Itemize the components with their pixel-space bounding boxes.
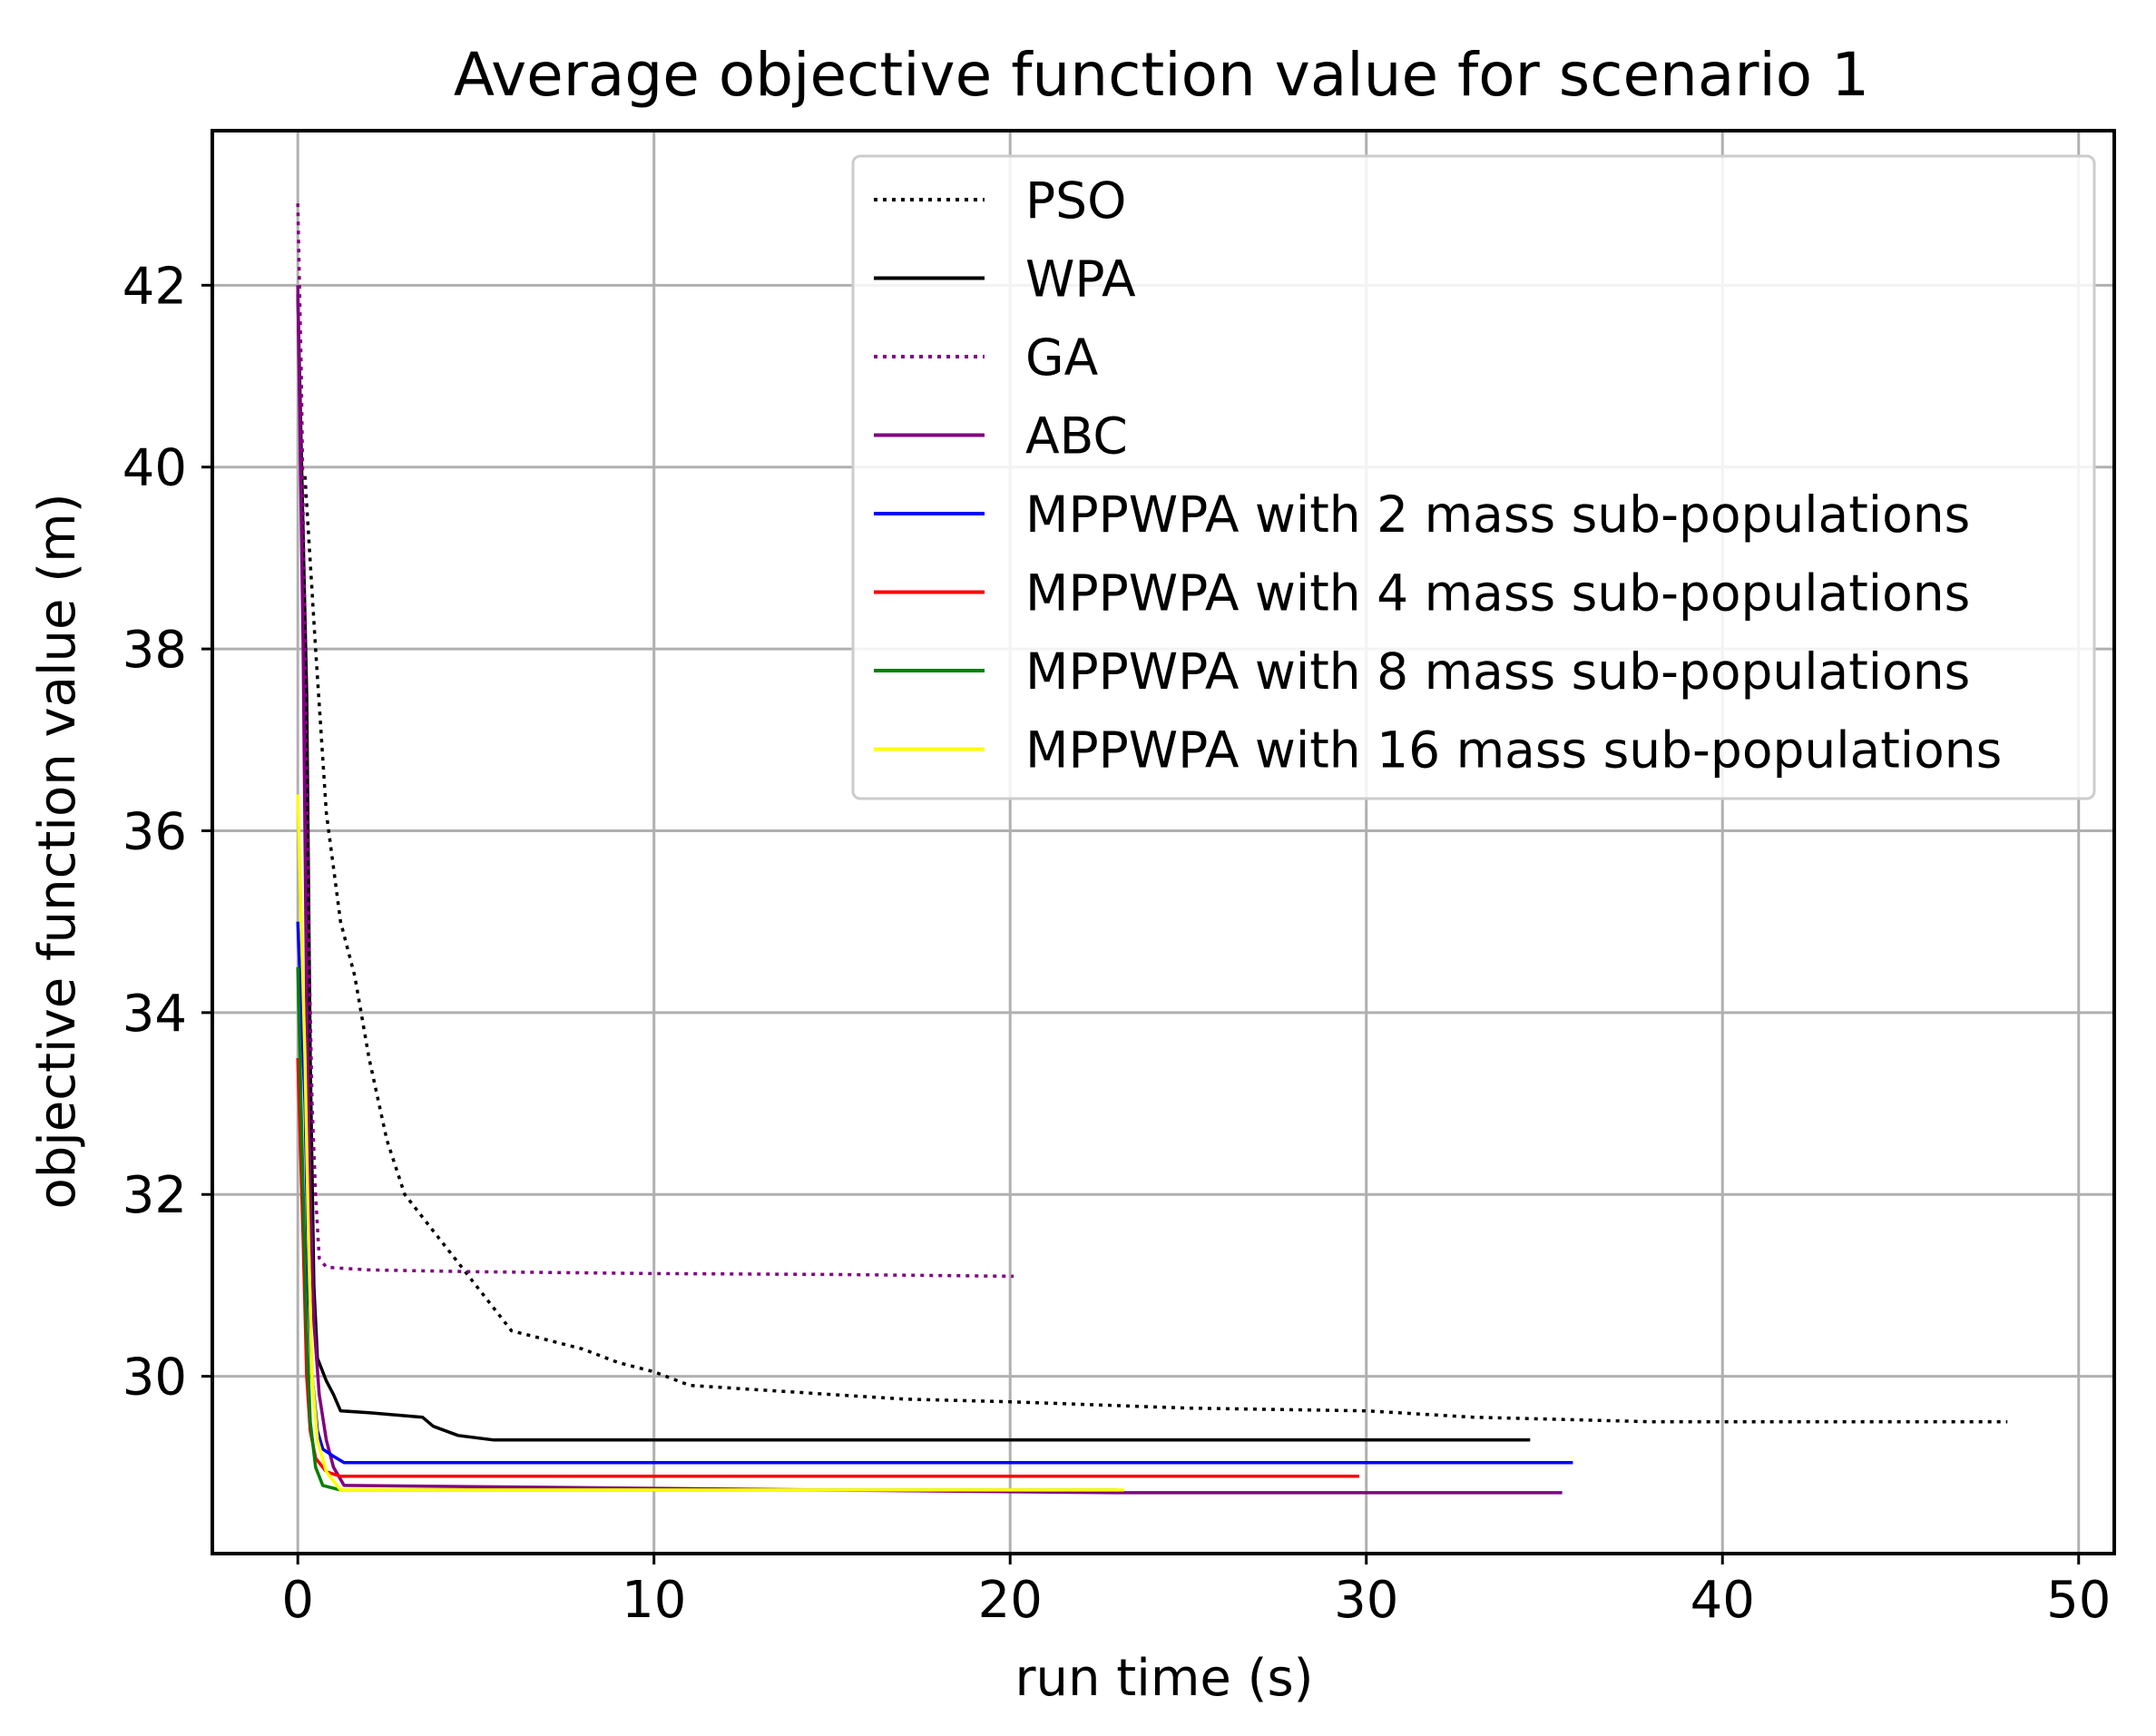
x-tick-label: 0 — [281, 1571, 314, 1630]
x-tick-label: 40 — [1690, 1571, 1755, 1630]
y-tick-label: 32 — [122, 1166, 187, 1225]
legend-label: MPPWPA with 2 mass sub-populations — [1025, 485, 1970, 544]
legend-label: GA — [1025, 329, 1099, 387]
y-tick-label: 38 — [122, 621, 187, 680]
x-axis-label: run time (s) — [1015, 1649, 1314, 1708]
x-tick-label: 50 — [2046, 1571, 2111, 1630]
data-series — [296, 203, 2008, 1495]
x-tick-label: 10 — [622, 1571, 686, 1630]
y-tick-label: 40 — [122, 439, 187, 498]
series-line-mppwpa-with-16-mass-sub-populations — [296, 794, 1124, 1492]
plot-frame — [211, 129, 2116, 1555]
legend: PSO WPA GA ABC MPPWPA with 2 mass sub-popula… — [851, 154, 2096, 800]
y-tick-label: 30 — [122, 1349, 187, 1407]
series-line-mppwpa-with-8-mass-sub-populations — [296, 966, 1117, 1492]
legend-box — [851, 154, 2096, 800]
x-tick-label: 30 — [1334, 1571, 1398, 1630]
series-line-abc — [296, 285, 1563, 1495]
legend-label: MPPWPA with 16 mass sub-populations — [1025, 721, 2002, 780]
x-tick-label: 20 — [978, 1571, 1043, 1630]
chart-title: Average objective function value for sce… — [454, 40, 1869, 110]
legend-label: MPPWPA with 8 mass sub-populations — [1025, 642, 1970, 701]
y-tick-label: 42 — [122, 257, 187, 316]
legend-label: WPA — [1025, 250, 1136, 309]
y-axis-label: objective function value (m) — [28, 493, 87, 1209]
legend-label: ABC — [1025, 407, 1128, 466]
y-tick-label: 36 — [122, 802, 187, 861]
series-line-ga — [296, 203, 1014, 1279]
axis-ticks: 0 10 20 30 40 50 30 32 34 36 38 40 42 — [122, 257, 2112, 1630]
legend-label: MPPWPA with 4 mass sub-populations — [1025, 564, 1970, 623]
legend-label: PSO — [1025, 172, 1126, 230]
y-tick-label: 34 — [122, 985, 187, 1044]
series-line-pso — [303, 476, 2008, 1424]
